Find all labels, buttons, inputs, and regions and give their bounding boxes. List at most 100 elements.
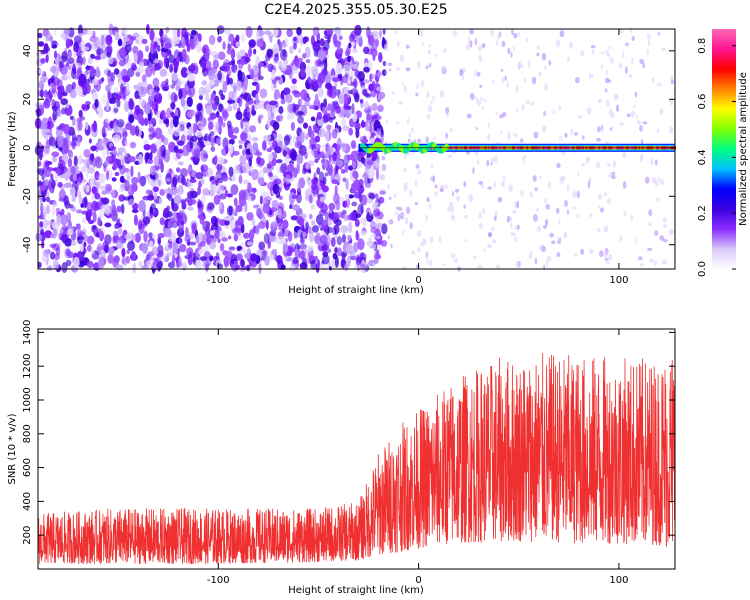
noise-blob (341, 117, 347, 128)
noise-blob (636, 120, 641, 125)
noise-blob (331, 128, 338, 139)
noise-blob (305, 245, 314, 252)
noise-blob (477, 264, 483, 269)
noise-blob (221, 237, 228, 242)
noise-blob (50, 173, 54, 181)
noise-blob (187, 198, 193, 207)
noise-blob (295, 243, 300, 250)
noise-blob (312, 41, 321, 53)
noise-blob (92, 120, 97, 133)
noise-blob (347, 55, 351, 63)
noise-blob (61, 107, 67, 115)
noise-blob (39, 221, 44, 229)
noise-blob (133, 84, 139, 90)
noise-blob (336, 236, 343, 246)
noise-blob (177, 161, 184, 166)
noise-blob (426, 90, 430, 99)
noise-blob (623, 210, 626, 217)
noise-blob (218, 89, 224, 96)
noise-blob (332, 77, 341, 82)
noise-blob (145, 45, 150, 53)
noise-blob (357, 71, 365, 82)
noise-blob (126, 175, 131, 182)
noise-blob (253, 48, 257, 55)
noise-blob (143, 143, 151, 151)
noise-blob (187, 206, 194, 211)
noise-blob (46, 220, 54, 225)
noise-blob (631, 36, 635, 42)
noise-blob (376, 70, 382, 78)
noise-blob (123, 37, 130, 42)
noise-blob (648, 209, 653, 217)
noise-blob (151, 100, 158, 112)
noise-blob (111, 177, 117, 182)
noise-blob (596, 126, 601, 133)
noise-blob (49, 251, 56, 260)
noise-blob (52, 109, 58, 121)
noise-blob (522, 156, 525, 164)
noise-blob (153, 210, 159, 216)
noise-blob (347, 234, 352, 241)
noise-blob (350, 256, 358, 261)
noise-blob (215, 251, 220, 262)
noise-blob (415, 264, 419, 269)
noise-blob (236, 80, 242, 92)
noise-blob (147, 95, 154, 105)
noise-blob (221, 110, 229, 119)
noise-blob (42, 100, 51, 109)
noise-blob (377, 104, 384, 113)
noise-blob (145, 259, 154, 269)
noise-blob (604, 88, 608, 93)
noise-blob (209, 241, 217, 250)
noise-blob (66, 212, 72, 223)
noise-blob (290, 84, 298, 92)
noise-blob (619, 235, 623, 242)
noise-blob (447, 206, 452, 212)
noise-blob (416, 83, 419, 90)
noise-blob (144, 105, 152, 114)
noise-blob (107, 69, 111, 77)
noise-blob (530, 102, 535, 106)
noise-blob (297, 115, 304, 124)
noise-blob (105, 170, 110, 181)
noise-blob (383, 43, 389, 52)
noise-blob (54, 173, 59, 183)
noise-blob (308, 83, 315, 90)
noise-blob (256, 38, 264, 48)
noise-blob (292, 135, 298, 144)
noise-blob (523, 154, 527, 159)
noise-blob (343, 64, 351, 75)
noise-blob (550, 240, 556, 244)
noise-blob (500, 68, 504, 72)
noise-blob (316, 167, 321, 175)
noise-blob (556, 251, 561, 258)
noise-blob (481, 184, 485, 189)
noise-blob (205, 105, 213, 115)
noise-blob (341, 209, 347, 215)
noise-blob (291, 194, 299, 199)
noise-blob (481, 106, 485, 110)
noise-blob (211, 93, 216, 99)
noise-blob (112, 134, 121, 143)
noise-blob (232, 209, 236, 216)
noise-blob (56, 136, 64, 148)
noise-blob (626, 113, 631, 118)
noise-blob (636, 114, 639, 119)
noise-blob (521, 103, 525, 111)
noise-blob (242, 121, 250, 128)
noise-blob (85, 121, 89, 131)
noise-blob (325, 211, 329, 222)
noise-blob (321, 219, 329, 230)
noise-blob (71, 194, 77, 203)
noise-blob (247, 48, 253, 58)
noise-blob (516, 200, 519, 209)
noise-blob (169, 186, 178, 196)
noise-blob (606, 99, 610, 108)
noise-blob (60, 214, 68, 226)
noise-blob (459, 69, 464, 77)
noise-blob (604, 77, 610, 84)
noise-blob (227, 105, 233, 112)
noise-blob (57, 79, 63, 88)
noise-blob (233, 126, 240, 134)
noise-blob (425, 214, 428, 222)
